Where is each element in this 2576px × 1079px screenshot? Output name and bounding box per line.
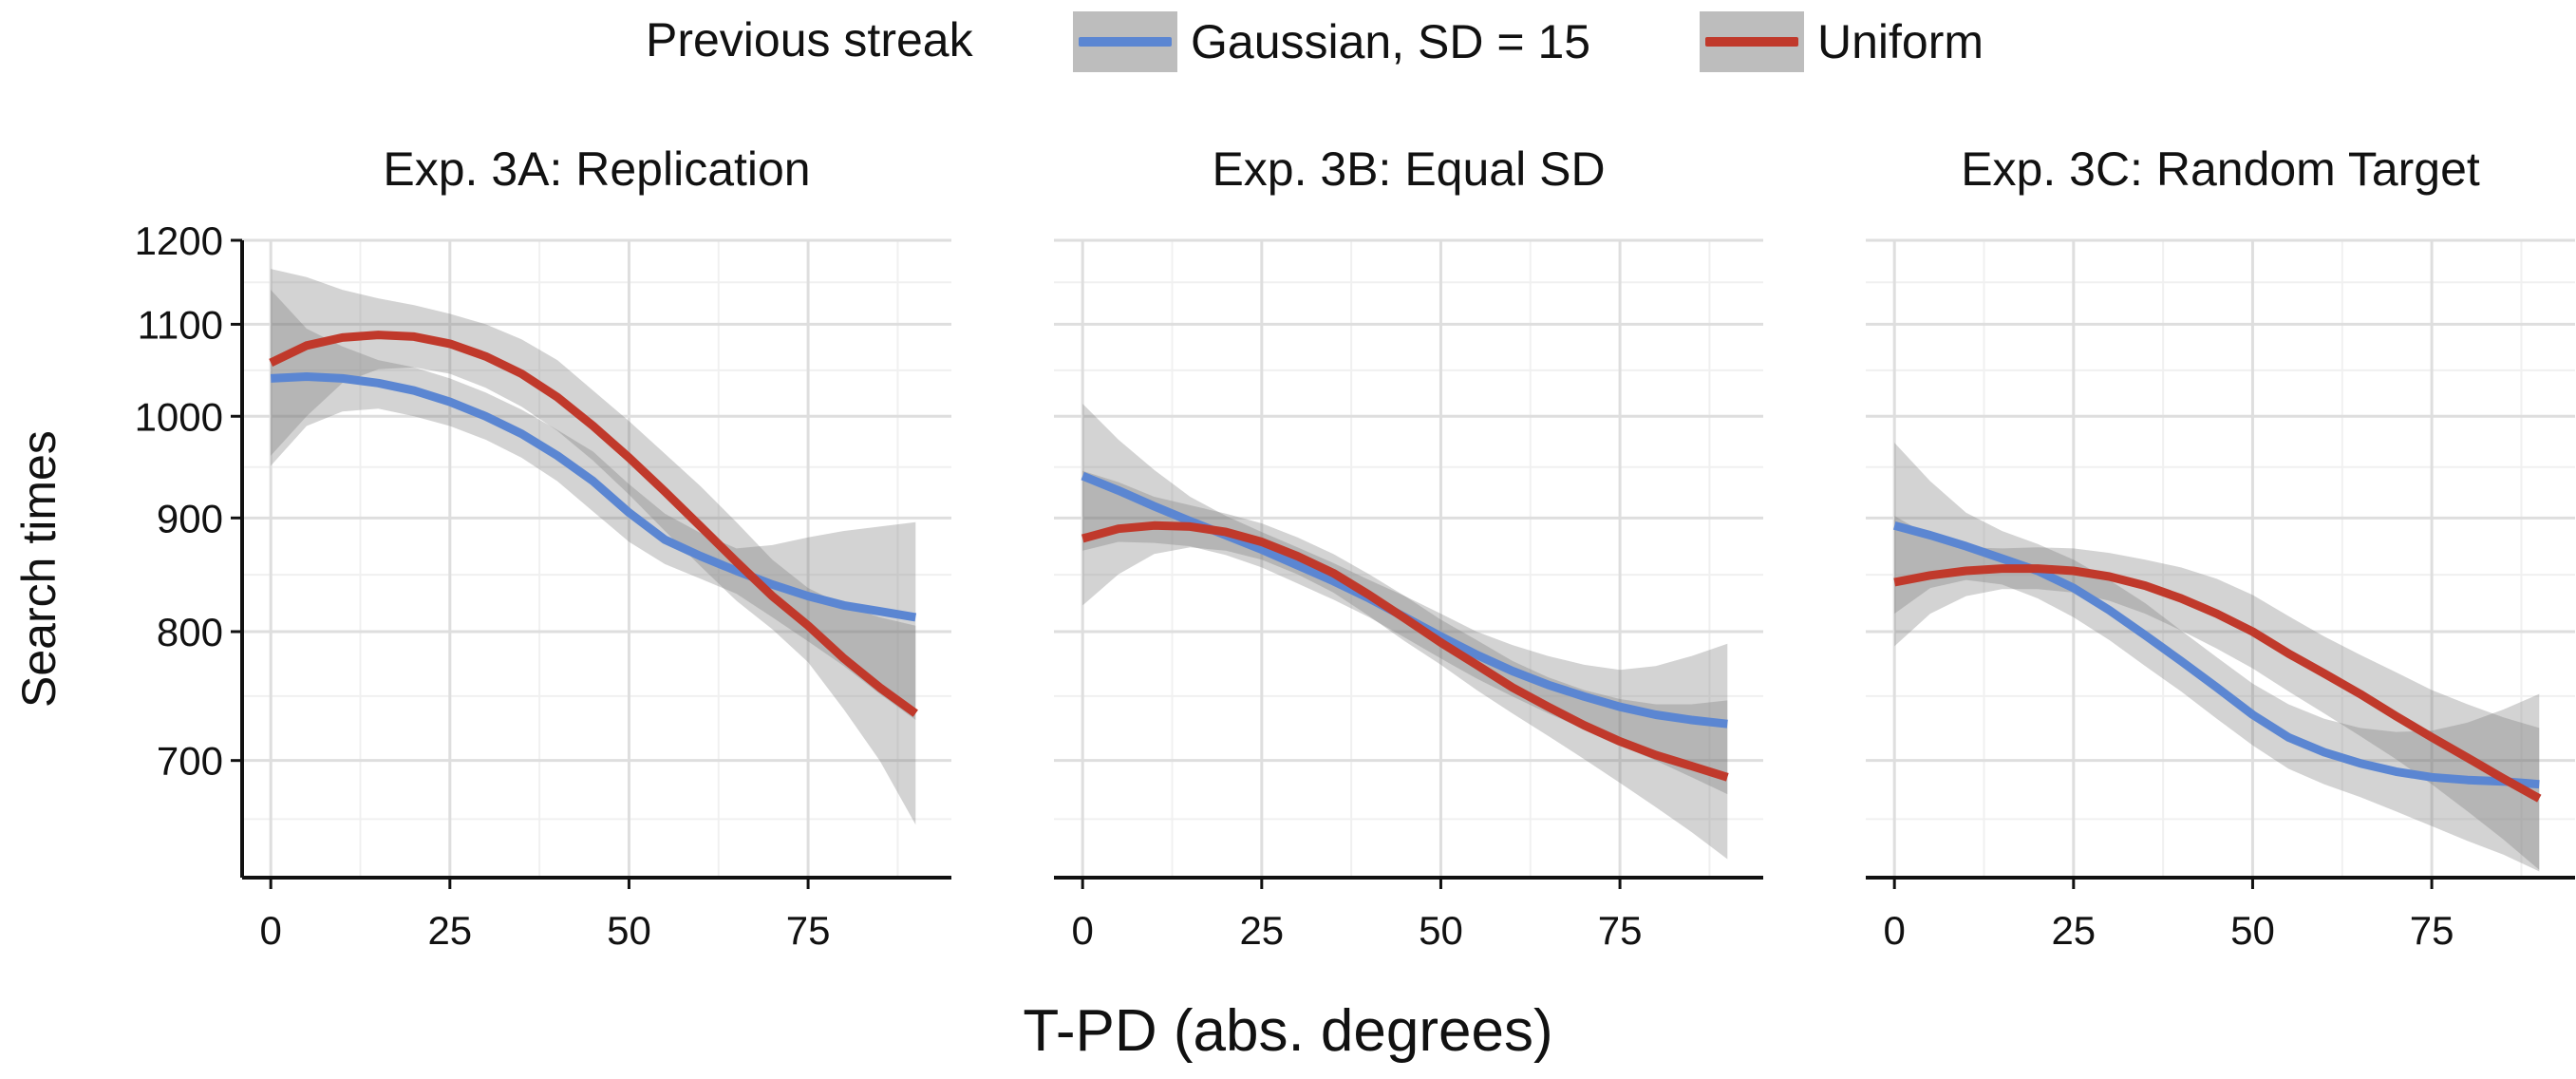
confidence-band: [1894, 443, 2540, 872]
x-tick-label: 50: [607, 908, 651, 953]
panel-2: 0 25 50 75 Exp. 3B: Equal SD: [1054, 142, 1763, 953]
confidence-band: [1894, 516, 2540, 870]
confidence-band: [271, 269, 916, 825]
x-tick-label: 75: [2410, 908, 2454, 953]
x-tick-label: 50: [2230, 908, 2275, 953]
x-tick-label: 25: [1239, 908, 1284, 953]
legend-swatch-gaussian: [1079, 37, 1172, 47]
panel-1: 0 25 50 75 700 800 900 1000 1100 1200 Exp. 3A: Rep…: [135, 142, 951, 953]
panel-title: Exp. 3A: Replication: [383, 142, 810, 196]
confidence-band: [1082, 404, 1728, 795]
x-tick-label: 75: [1598, 908, 1643, 953]
y-tick-label: 1100: [138, 302, 223, 347]
legend-key-gaussian: [1073, 11, 1177, 72]
series-line: [1893, 564, 2542, 803]
legend-key-uniform: [1700, 11, 1804, 72]
panel-title: Exp. 3C: Random Target: [1961, 142, 2480, 196]
x-axis-label: T-PD (abs. degrees): [1023, 998, 1553, 1064]
y-tick-label: 900: [157, 496, 223, 540]
legend-label-uniform: Uniform: [1817, 15, 1984, 68]
x-tick-label: 0: [260, 908, 282, 953]
series-line: [1893, 521, 2540, 789]
legend: Previous streak Gaussian, SD = 15 Unifor…: [0, 0, 2576, 85]
y-tick-label: 1000: [135, 394, 223, 439]
legend-label-gaussian: Gaussian, SD = 15: [1191, 15, 1591, 68]
x-tick-label: 25: [427, 908, 472, 953]
x-tick-label: 25: [2051, 908, 2096, 953]
y-tick-label: 700: [157, 739, 223, 784]
confidence-band: [1082, 470, 1728, 860]
panel-3: 0 25 50 75 Exp. 3C: Random Target: [1866, 142, 2575, 953]
x-tick-label: 50: [1419, 908, 1463, 953]
series-line: [270, 372, 917, 622]
x-tick-label: 0: [1072, 908, 1094, 953]
x-tick-label: 0: [1884, 908, 1906, 953]
series-line: [1081, 521, 1729, 782]
series-line: [269, 331, 918, 717]
legend-title: Previous streak: [646, 13, 973, 66]
x-tick-label: 75: [786, 908, 831, 953]
panel-title: Exp. 3B: Equal SD: [1212, 142, 1605, 196]
y-tick-label: 1200: [135, 218, 223, 263]
y-tick-label: 800: [157, 610, 223, 654]
legend-swatch-uniform: [1705, 37, 1798, 47]
